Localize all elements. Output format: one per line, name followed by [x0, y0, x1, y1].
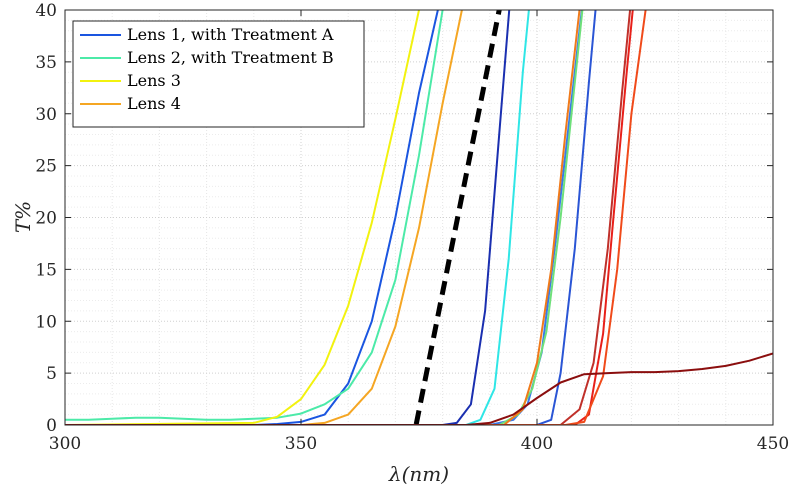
- series-line-3: [65, 10, 420, 425]
- y-tick-label: 35: [35, 53, 57, 73]
- series-line-14: [65, 10, 647, 425]
- series-line-11: [65, 10, 597, 425]
- series-line-12: [65, 10, 632, 425]
- legend-label: Lens 3: [127, 71, 181, 90]
- series-line-2: [65, 10, 444, 421]
- ticks: 300 350 400 450 0 5 10 15 20 25 30 35 40: [35, 1, 789, 454]
- x-tick-label: 350: [285, 434, 317, 454]
- y-tick-label: 30: [35, 105, 57, 125]
- legend: Lens 1, with Treatment A Lens 2, with Tre…: [72, 20, 365, 128]
- y-tick-label: 5: [46, 364, 57, 384]
- series-line-15: [65, 352, 773, 425]
- axis-labels: λ(nm) T%: [11, 201, 449, 486]
- legend-label: Lens 1, with Treatment A: [127, 25, 334, 44]
- y-tick-label: 25: [35, 157, 57, 177]
- series-line-7: [65, 10, 530, 425]
- x-tick-label: 450: [757, 434, 789, 454]
- series-line-10: [65, 10, 581, 425]
- y-tick-label: 15: [35, 260, 57, 280]
- series-line-6: [65, 10, 511, 425]
- y-tick-label: 20: [35, 209, 57, 229]
- series-line-13: [65, 10, 634, 425]
- x-tick-label: 400: [521, 434, 553, 454]
- series-group: [65, 10, 773, 425]
- x-tick-label: 300: [49, 434, 81, 454]
- series-line-5: [413, 10, 502, 425]
- legend-box: [72, 20, 365, 128]
- legend-label: Lens 2, with Treatment B: [127, 48, 334, 67]
- legend-label: Lens 4: [127, 94, 181, 113]
- series-line-9: [65, 10, 584, 425]
- y-axis-label: T%: [11, 201, 35, 233]
- y-tick-label: 10: [35, 312, 57, 332]
- y-tick-label: 0: [46, 416, 57, 436]
- y-tick-label: 40: [35, 1, 57, 21]
- x-axis-label: λ(nm): [388, 462, 449, 486]
